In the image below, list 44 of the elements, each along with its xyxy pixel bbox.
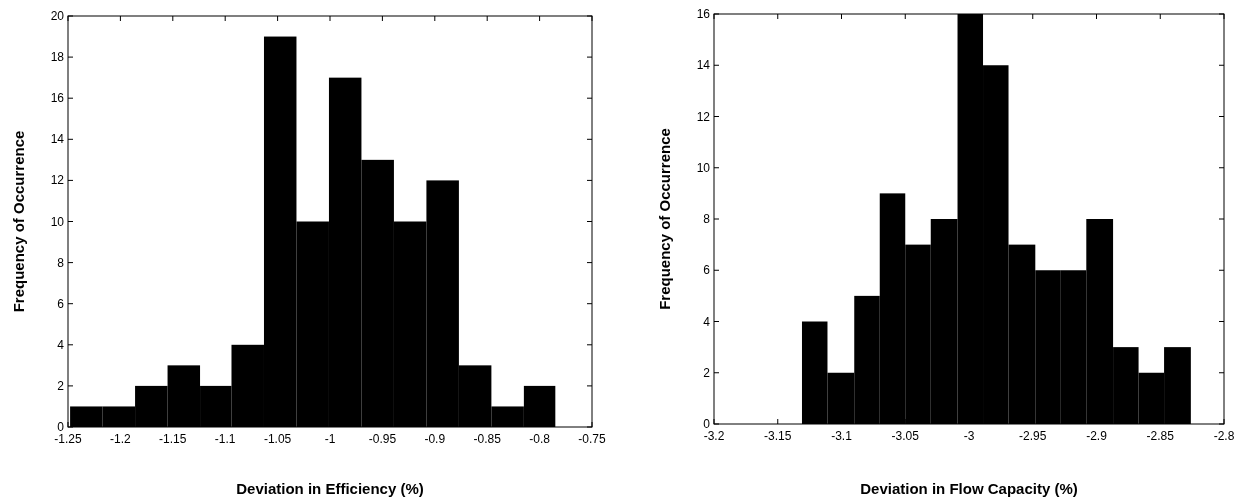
x-tick-label: -0.75 [578,432,606,446]
y-tick-label: 14 [696,58,711,73]
x-tick-label: -2.8 [1213,429,1235,443]
y-tick-label: 12 [50,173,65,188]
y-tick-label: 8 [703,212,711,226]
x-tick-label: -3.15 [764,429,792,443]
x-tick-label: -1.1 [214,432,236,446]
y-tick-label: 16 [696,7,711,21]
y-tick-label: 10 [50,214,65,229]
y-tick-label: 16 [50,91,65,106]
y-tick-label: 8 [57,255,65,270]
x-tick-label: -2.95 [1019,429,1047,443]
x-tick-label: -0.95 [368,432,397,446]
x-tick-label: -0.85 [473,432,502,446]
x-axis-title: Deviation in Efficiency (%) [236,480,424,497]
x-tick-label: -3 [963,429,975,443]
y-axis-title: Frequency of Occurrence [656,128,673,310]
y-tick-label: 18 [50,50,65,65]
x-tick-label: -1.2 [110,432,132,446]
y-tick-label: 0 [57,420,65,434]
y-tick-label: 4 [703,314,711,329]
x-tick-label: -2.9 [1086,429,1108,443]
x-tick-label: -1.25 [54,432,82,446]
x-tick-label: -1 [324,432,336,446]
x-axis-title: Deviation in Flow Capacity (%) [860,480,1078,497]
x-tick-label: -1.05 [263,432,292,446]
x-tick-label: -3.05 [891,429,920,443]
x-tick-label: -2.85 [1146,429,1175,443]
y-tick-label: 4 [57,337,65,352]
x-tick-label: -0.9 [424,432,446,446]
y-tick-label: 0 [703,417,711,431]
y-tick-label: 14 [50,132,65,147]
y-tick-label: 12 [696,109,711,124]
y-tick-label: 20 [50,9,65,23]
y-tick-label: 6 [57,296,65,311]
y-tick-label: 2 [57,378,65,393]
y-tick-label: 10 [696,160,711,175]
x-tick-label: -3.2 [703,429,725,443]
y-tick-label: 2 [703,365,711,380]
y-tick-label: 6 [703,263,711,278]
y-axis-title: Frequency of Occurrence [10,130,27,313]
x-tick-label: -0.8 [529,432,551,446]
x-tick-label: -1.15 [159,432,187,446]
x-tick-label: -3.1 [831,429,853,443]
